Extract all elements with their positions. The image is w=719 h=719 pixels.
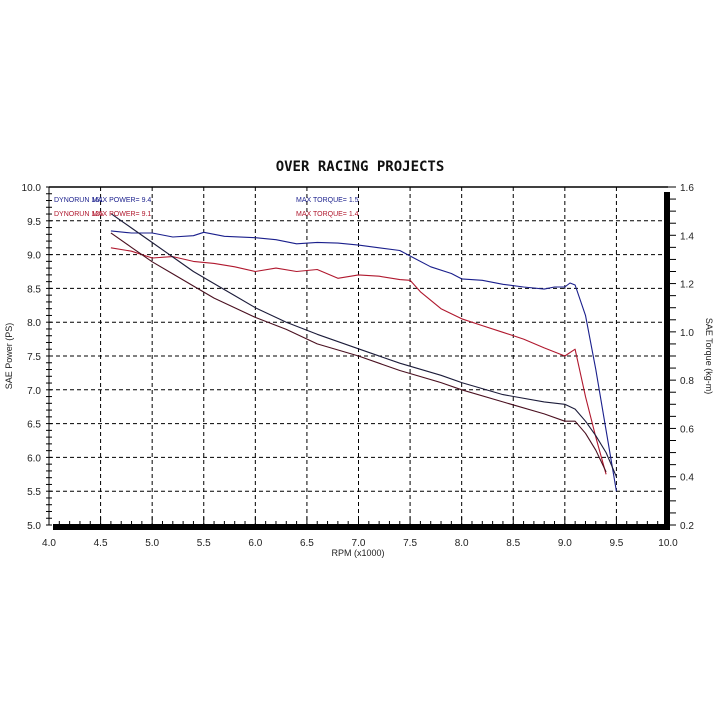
x-tick-label: 5.5 xyxy=(197,538,211,549)
chart-title: OVER RACING PROJECTS xyxy=(276,159,445,175)
y2-tick-label: 1.2 xyxy=(680,280,694,291)
x-tick-label: 9.5 xyxy=(609,538,623,549)
series-line-3 xyxy=(110,232,607,473)
y2-tick-label: 1.6 xyxy=(680,183,694,194)
legend-max-torque: MAX TORQUE= 1.5 xyxy=(296,197,359,204)
x-tick-label: 6.5 xyxy=(300,538,314,549)
x-axis-label: RPM (x1000) xyxy=(331,548,384,558)
x-axis-ticks: 4.0 4.5 5.0 5.5 6.0 6.5 7.0 7.5 8.0 8.5 9.0 9.5 10.0 xyxy=(42,538,678,549)
legend-max-power: MAX POWER= 9.1 xyxy=(92,211,151,218)
legend-max-torque: MAX TORQUE= 1.4 xyxy=(296,211,359,218)
x-tick-label: 5.0 xyxy=(145,538,159,549)
y2-tick-label: 0.4 xyxy=(680,473,694,484)
y-tick-label: 9.0 xyxy=(27,251,41,262)
x-tick-label: 4.5 xyxy=(94,538,108,549)
series-line-2 xyxy=(110,213,617,477)
y2-tick-label: 1.0 xyxy=(680,328,694,339)
series-line-0 xyxy=(110,230,617,492)
y-tick-label: 5.0 xyxy=(27,521,41,532)
y-tick-label: 7.0 xyxy=(27,386,41,397)
x-tick-label: 6.0 xyxy=(248,538,262,549)
y2-axis-label: SAE Torque (kg-m) xyxy=(704,318,714,394)
legend-max-power: MAX POWER= 9.4 xyxy=(92,197,151,204)
legend-run: DYNORUN 125 xyxy=(54,211,103,218)
x-tick-label: 7.0 xyxy=(352,538,366,549)
series-line-1 xyxy=(110,247,607,475)
y2-tick-label: 1.4 xyxy=(680,231,694,242)
y2-tick-label: 0.2 xyxy=(680,521,694,532)
y2-tick-label: 0.8 xyxy=(680,376,694,387)
data-series xyxy=(110,213,617,492)
y-tick-label: 8.5 xyxy=(27,284,41,295)
x-tick-label: 4.0 xyxy=(42,538,56,549)
y-tick-label: 8.0 xyxy=(27,318,41,329)
y-tick-label: 6.5 xyxy=(27,420,41,431)
y-tick-label: 7.5 xyxy=(27,352,41,363)
y-axis-ticks: 10.0 9.5 9.0 8.5 8.0 7.5 7.0 6.5 6.0 5.5 5.0 xyxy=(22,183,42,532)
x-tick-label: 10.0 xyxy=(658,538,678,549)
y-axis-label: SAE Power (PS) xyxy=(4,323,14,390)
y-tick-label: 9.5 xyxy=(27,217,41,228)
y-tick-label: 5.5 xyxy=(27,487,41,498)
y-tick-label: 6.0 xyxy=(27,453,41,464)
x-tick-label: 8.0 xyxy=(455,538,469,549)
x-tick-label: 9.0 xyxy=(558,538,572,549)
y2-tick-label: 0.6 xyxy=(680,424,694,435)
legend-run: DYNORUN 161 xyxy=(54,197,103,204)
x-tick-label: 7.5 xyxy=(403,538,417,549)
axes xyxy=(46,186,676,530)
x-tick-label: 8.5 xyxy=(506,538,520,549)
y-tick-label: 10.0 xyxy=(22,183,42,194)
y2-axis-ticks: 1.6 1.4 1.2 1.0 0.8 0.6 0.4 0.2 xyxy=(680,183,694,532)
